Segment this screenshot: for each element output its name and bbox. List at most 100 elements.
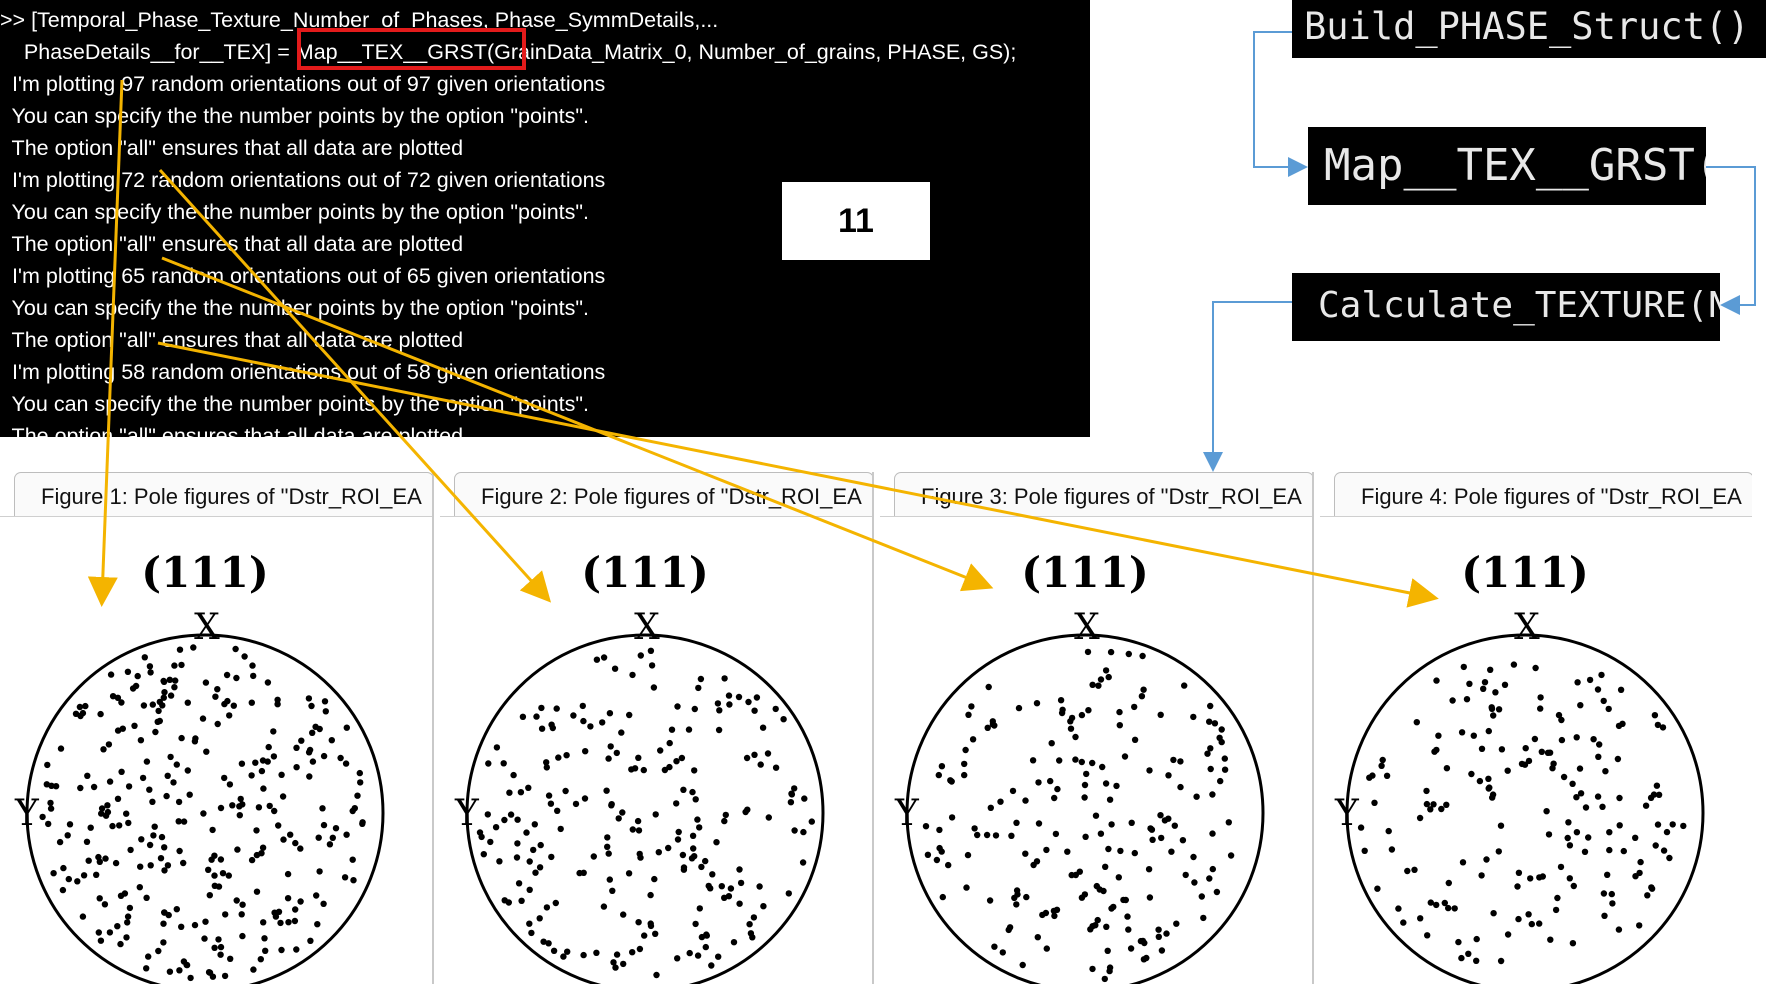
- pole-point: [297, 898, 304, 905]
- pole-point: [326, 841, 334, 848]
- pole-point: [205, 866, 212, 873]
- pole-point: [221, 774, 228, 782]
- pole-point: [1081, 781, 1089, 789]
- pole-point: [528, 929, 535, 937]
- pole-point: [718, 883, 725, 890]
- pole-point: [1015, 704, 1023, 712]
- pole-point: [1131, 703, 1138, 711]
- pole-point: [165, 911, 172, 919]
- pole-point: [266, 802, 273, 810]
- pole-point: [603, 787, 610, 794]
- pole-point: [1048, 740, 1055, 747]
- pole-point: [248, 699, 255, 706]
- pole-point: [226, 712, 233, 719]
- pole-point: [640, 766, 647, 774]
- pole-point: [1139, 937, 1147, 945]
- pole-figure-plot: (111) X Y: [14, 548, 385, 984]
- pole-point: [47, 799, 54, 807]
- pole-point: [648, 662, 656, 669]
- pole-point: [751, 751, 758, 758]
- pole-point: [1050, 907, 1058, 915]
- pole-point: [1478, 872, 1485, 879]
- pole-point: [1644, 892, 1651, 899]
- pole-point: [1485, 785, 1492, 792]
- pole-point: [308, 702, 315, 710]
- pole-point: [963, 884, 970, 891]
- pole-point: [57, 745, 65, 752]
- pole-point: [1514, 883, 1521, 890]
- pole-point: [1497, 957, 1505, 965]
- pole-point: [320, 821, 328, 829]
- pole-point: [100, 746, 107, 753]
- pole-point: [217, 943, 225, 951]
- pole-point: [191, 921, 199, 929]
- pole-point: [1468, 770, 1475, 778]
- console-line: PhaseDetails__for__TEX] = Map__TEX__GRST…: [0, 40, 1017, 64]
- pole-point: [1089, 965, 1096, 973]
- pole-point: [1043, 846, 1050, 854]
- pole-point: [172, 677, 179, 684]
- pole-point: [515, 880, 523, 887]
- console-line: The option "all" ensures that all data a…: [0, 232, 464, 256]
- pole-point: [945, 861, 952, 869]
- pole-point: [114, 923, 121, 930]
- pole-point: [635, 754, 642, 761]
- pole-point: [1654, 721, 1662, 729]
- pole-point: [787, 799, 795, 806]
- pole-point: [673, 758, 680, 765]
- pole-point: [233, 674, 240, 682]
- pole-point: [1013, 887, 1021, 894]
- pole-point: [1207, 702, 1214, 710]
- pole-point: [76, 703, 84, 711]
- pole-point: [107, 671, 115, 678]
- figure-tab-label: Figure 1: Pole figures of "Dstr_ROI_EA: [41, 484, 422, 509]
- pole-point: [1127, 945, 1135, 952]
- pole-point: [1105, 673, 1112, 681]
- pole-point: [612, 964, 619, 971]
- pole-point: [356, 769, 363, 777]
- pole-point: [985, 683, 992, 691]
- pole-point: [87, 824, 94, 831]
- pole-point: [44, 761, 51, 769]
- figure-tab-3[interactable]: Figure 3: Pole figures of "Dstr_ROI_EA: [894, 472, 1312, 516]
- pole-point: [721, 894, 728, 901]
- pole-point: [151, 823, 158, 830]
- pole-point: [986, 897, 994, 904]
- figure-window-3: Figure 3: Pole figures of "Dstr_ROI_EA (…: [880, 472, 1312, 984]
- pole-point: [222, 911, 229, 918]
- pole-point: [206, 892, 213, 899]
- pole-point: [1600, 890, 1608, 897]
- pole-figure-canvas: (111) X Y: [880, 516, 1312, 984]
- pole-point: [737, 879, 745, 887]
- pole-point: [938, 848, 945, 855]
- pole-point: [145, 953, 152, 960]
- flow-arrow-calc-to-figure-3: [1203, 301, 1292, 472]
- figure-tab-2[interactable]: Figure 2: Pole figures of "Dstr_ROI_EA: [454, 472, 872, 516]
- pole-point: [1545, 831, 1553, 838]
- figure-tab-4[interactable]: Figure 4: Pole figures of "Dstr_ROI_EA: [1334, 472, 1752, 516]
- pole-point: [605, 755, 612, 762]
- pole-point: [751, 707, 758, 714]
- figure-tab-1[interactable]: Figure 1: Pole figures of "Dstr_ROI_EA: [14, 472, 432, 516]
- pole-point: [219, 870, 227, 877]
- pole-point: [1460, 663, 1467, 671]
- pole-point: [127, 846, 134, 854]
- pole-point: [1168, 848, 1175, 855]
- pole-point: [359, 820, 366, 827]
- pole-point: [1209, 865, 1216, 873]
- pole-point: [652, 811, 659, 818]
- pole-point: [590, 853, 597, 860]
- pole-figure-circle: [905, 633, 1265, 984]
- pole-point: [525, 784, 532, 791]
- pole-point: [259, 844, 267, 851]
- pole-point: [1115, 874, 1122, 881]
- pole-point: [637, 854, 644, 861]
- pole-point: [48, 782, 55, 789]
- pole-point: [1097, 676, 1105, 683]
- pole-point: [707, 885, 714, 892]
- pole-point: [673, 800, 680, 807]
- pole-point: [342, 760, 350, 767]
- pole-point: [170, 779, 177, 786]
- pole-point: [112, 859, 120, 867]
- pole-point: [647, 891, 654, 899]
